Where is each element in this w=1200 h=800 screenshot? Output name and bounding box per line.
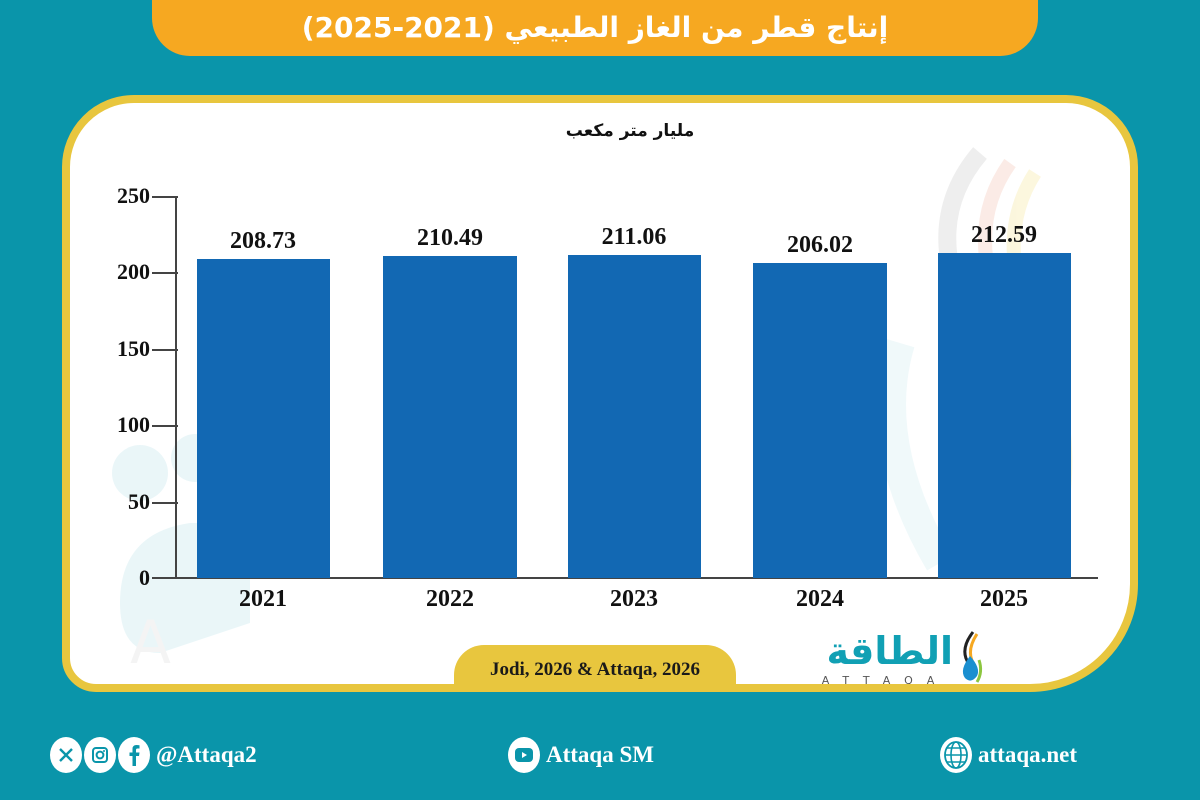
chart-card: A مليار متر مكعب 250 200 150 100 50 0 20… <box>62 95 1138 692</box>
social-handle[interactable]: @Attaqa2 <box>156 742 257 767</box>
y-tick <box>152 425 178 427</box>
website-link[interactable]: attaqa.net <box>940 736 1077 774</box>
y-tick-label: 100 <box>117 412 150 437</box>
y-tick-label: 150 <box>117 336 150 361</box>
y-tick-label: 0 <box>139 565 150 590</box>
x-tick-label: 2024 <box>796 586 844 612</box>
youtube-link[interactable]: Attaqa SM <box>508 736 654 774</box>
youtube-channel[interactable]: Attaqa SM <box>546 742 654 767</box>
bar-2023 <box>568 255 701 578</box>
bar-value-label: 210.49 <box>417 225 483 251</box>
bar-value-label: 206.02 <box>787 232 853 258</box>
bar-2024 <box>753 263 887 578</box>
social-links: @Attaqa2 <box>50 736 257 774</box>
bar-2022 <box>383 256 517 578</box>
x-axis <box>152 577 1098 579</box>
bar-chart: 250 200 150 100 50 0 208.73 210.49 211.0… <box>70 103 1130 684</box>
bar-2025 <box>938 253 1071 578</box>
logo-arabic-text: الطاقة <box>826 629 953 673</box>
source-label: Jodi, 2026 & Attaqa, 2026 <box>454 645 736 684</box>
y-tick <box>152 349 178 351</box>
x-tick-label: 2021 <box>239 586 287 612</box>
y-tick-label: 200 <box>117 259 150 284</box>
x-tick-label: 2023 <box>610 586 658 612</box>
instagram-icon[interactable] <box>84 737 116 773</box>
attaqa-logo: الطاقة ATTAQA <box>815 628 985 687</box>
y-tick-label: 250 <box>117 183 150 208</box>
svg-text:A: A <box>130 608 171 663</box>
logo-latin-text: ATTAQA <box>821 674 949 687</box>
facebook-icon[interactable] <box>118 737 150 773</box>
bar-2021 <box>197 259 330 578</box>
bar-value-label: 211.06 <box>601 224 667 250</box>
y-axis-unit-label: مليار متر مكعب <box>565 121 695 141</box>
y-axis <box>175 196 177 579</box>
y-tick <box>152 502 178 504</box>
youtube-icon[interactable] <box>508 737 540 773</box>
x-icon[interactable] <box>50 737 82 773</box>
x-tick-label: 2022 <box>426 586 474 612</box>
bar-value-label: 208.73 <box>230 228 296 254</box>
flame-drop-icon <box>962 631 983 683</box>
page-title: إنتاج قطر من الغاز الطبيعي (2021-2025) <box>301 11 889 44</box>
y-tick-label: 50 <box>128 489 150 514</box>
y-tick <box>152 272 178 274</box>
x-tick-label: 2025 <box>980 586 1028 612</box>
bar-value-label: 212.59 <box>971 222 1037 248</box>
title-banner: إنتاج قطر من الغاز الطبيعي (2021-2025) <box>152 0 1038 56</box>
source-text: Jodi, 2026 & Attaqa, 2026 <box>489 659 701 680</box>
website-url[interactable]: attaqa.net <box>978 742 1078 767</box>
globe-icon[interactable] <box>940 737 972 773</box>
y-tick <box>152 196 178 198</box>
